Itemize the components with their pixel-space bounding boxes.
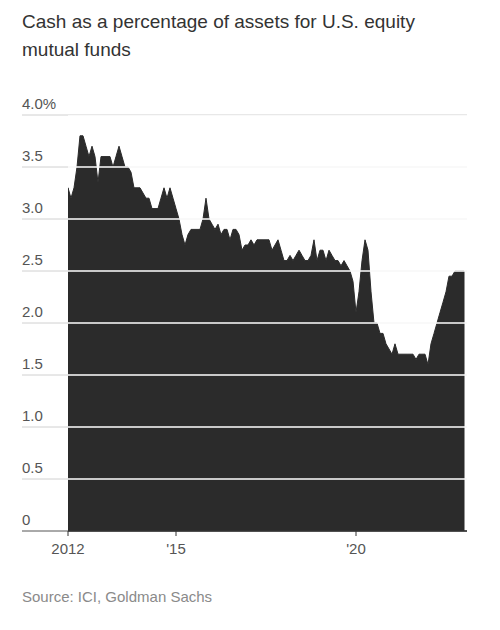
grid-line	[68, 166, 467, 168]
y-tick-label: 3.5	[22, 147, 43, 164]
x-tick-label: 2012	[51, 540, 84, 557]
y-tick-label: 2.0	[22, 303, 43, 320]
x-tick	[176, 531, 177, 536]
grid-line	[68, 115, 467, 116]
grid-line	[68, 270, 467, 272]
y-tick-label: 2.5	[22, 251, 43, 268]
grid-line	[22, 323, 467, 324]
grid-overlay	[68, 115, 467, 479]
grid-line	[22, 375, 467, 376]
x-tick-labels: 2012 '15 '20	[51, 531, 365, 557]
source-note: Source: ICI, Goldman Sachs	[22, 588, 212, 605]
grid-line	[22, 531, 467, 532]
y-tick-label: 0	[22, 511, 30, 528]
grid-line	[22, 115, 467, 116]
grid	[22, 115, 467, 531]
y-tick-labels: 0 0.5 1.0 1.5 2.0 2.5 3.0 3.5 4.0%	[22, 95, 56, 528]
x-tick	[356, 531, 357, 536]
x-axis	[68, 530, 467, 532]
grid-line	[22, 271, 467, 272]
y-tick-label: 0.5	[22, 459, 43, 476]
x-tick	[68, 531, 69, 536]
grid-line	[22, 479, 467, 480]
y-tick-label: 1.5	[22, 355, 43, 372]
x-tick-label: '15	[166, 540, 186, 557]
y-tick-label: 3.0	[22, 199, 43, 216]
grid-line	[22, 167, 467, 168]
grid-line	[68, 322, 467, 324]
grid-line	[68, 426, 467, 428]
grid-line	[68, 374, 467, 376]
plot-area	[68, 136, 464, 531]
x-tick-label: '20	[346, 540, 366, 557]
grid-line	[22, 427, 467, 428]
y-tick-label: 4.0%	[22, 95, 56, 112]
area	[68, 136, 464, 531]
y-tick-label: 1.0	[22, 407, 43, 424]
grid-line	[22, 219, 467, 220]
grid-line	[68, 478, 467, 480]
chart-canvas: 0 0.5 1.0 1.5 2.0 2.5 3.0 3.5 4.0% 2012 '15 '20	[0, 0, 500, 630]
grid-line	[68, 218, 467, 220]
chart-title: Cash as a percentage of assets for U.S. …	[22, 8, 422, 64]
